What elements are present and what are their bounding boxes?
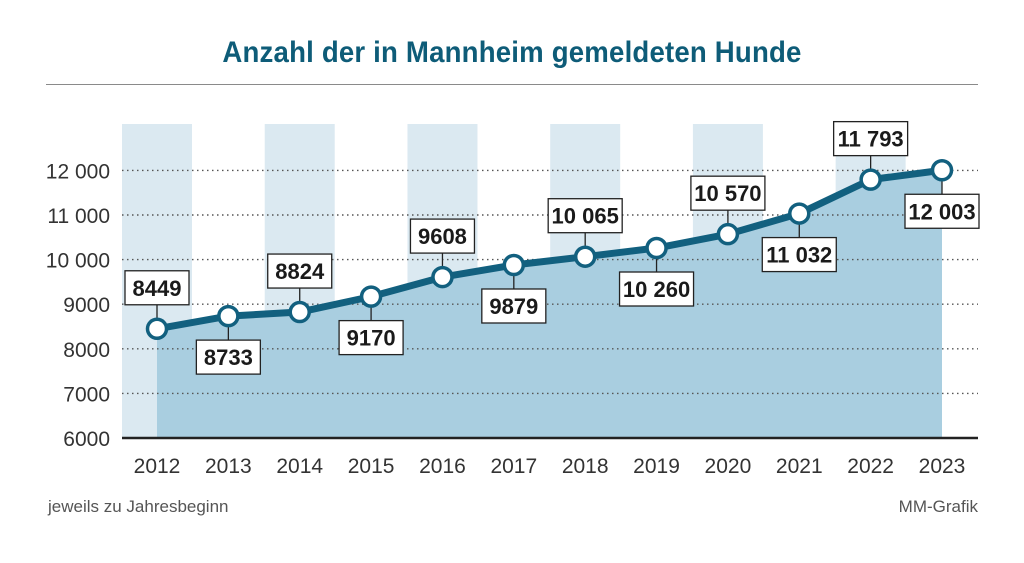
x-tick-label: 2019	[633, 455, 680, 478]
footnote: jeweils zu Jahresbeginn	[48, 497, 229, 516]
data-point	[716, 222, 740, 246]
y-tick-label: 8000	[63, 339, 110, 362]
y-tick-label: 7000	[63, 383, 110, 406]
y-tick-label: 6000	[63, 428, 110, 451]
data-label-box	[338, 319, 404, 356]
data-point	[930, 159, 954, 182]
series-line-group	[153, 166, 946, 333]
x-tick-label: 2020	[705, 455, 752, 478]
title-divider	[46, 84, 978, 85]
data-label: 8824	[275, 259, 325, 284]
data-point	[288, 300, 311, 324]
data-label-box	[618, 271, 695, 307]
data-label: 9170	[347, 326, 396, 351]
data-label: 8449	[133, 276, 182, 301]
data-point	[502, 253, 526, 277]
data-label: 11 032	[766, 243, 832, 268]
chart-title: Anzahl der in Mannheim gemeldeten Hunde	[222, 36, 802, 69]
data-label-box	[195, 339, 262, 375]
data-point	[573, 245, 597, 268]
x-tick-label: 2022	[847, 455, 894, 478]
data-label-box	[124, 270, 190, 306]
data-point	[145, 317, 169, 341]
data-label: 8733	[204, 345, 253, 370]
x-tick-label: 2014	[276, 455, 323, 478]
data-label-box	[690, 175, 766, 211]
data-label: 10 570	[694, 181, 761, 206]
data-label: 10 260	[623, 277, 690, 302]
y-axis-tick-labels: 6000 7000 8000 9000 10 000 11 000 12 000	[46, 160, 110, 451]
data-point	[645, 236, 668, 260]
data-point	[788, 202, 811, 225]
x-tick-label: 2013	[205, 455, 252, 478]
x-tick-label: 2018	[562, 455, 609, 478]
source-credit: MM-Grafik	[898, 497, 978, 516]
data-label-box	[832, 120, 909, 157]
data-label: 9608	[418, 224, 467, 249]
data-point	[359, 285, 383, 308]
data-label: 11 793	[838, 127, 904, 152]
data-point	[217, 304, 240, 328]
data-label: 12 003	[908, 199, 975, 224]
data-label-box	[481, 288, 547, 324]
data-label-box	[761, 236, 837, 273]
area-fill	[157, 170, 942, 438]
y-tick-label: 11 000	[47, 205, 110, 228]
y-tick-label: 12 000	[46, 160, 110, 183]
data-point	[859, 168, 882, 191]
data-label-box	[904, 193, 980, 229]
data-point	[431, 265, 454, 289]
data-label: 9879	[489, 294, 538, 319]
x-tick-label: 2012	[134, 455, 181, 478]
data-label: 10 065	[552, 204, 619, 229]
series-line	[153, 166, 946, 333]
data-label-box	[267, 253, 333, 289]
x-tick-label: 2017	[490, 455, 537, 478]
x-axis-tick-labels: 2012 2013 2014 2015 2016 2017 2018 2019 2020 2021…	[134, 455, 966, 478]
data-labels: 8449 8733 8824 9170 9608 9879 10 065 10 260 10 5…	[124, 120, 980, 375]
y-tick-label: 10 000	[46, 250, 110, 273]
data-label-box	[409, 218, 476, 254]
y-tick-label: 9000	[63, 294, 110, 317]
x-tick-label: 2015	[348, 455, 395, 478]
data-points	[145, 159, 954, 341]
x-tick-label: 2023	[919, 455, 966, 478]
x-tick-label: 2021	[776, 455, 823, 478]
x-tick-label: 2016	[419, 455, 466, 478]
data-label-box	[547, 198, 623, 234]
area-fill-group	[157, 170, 942, 438]
